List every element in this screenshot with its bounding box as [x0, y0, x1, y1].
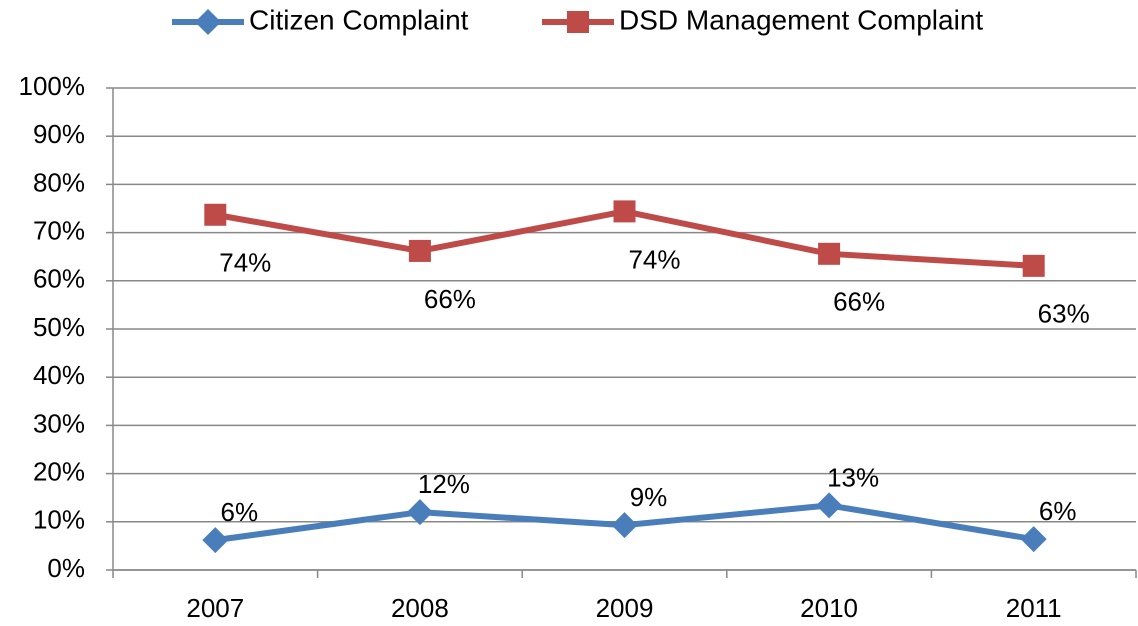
data-label: 9% — [630, 482, 668, 512]
marker — [613, 200, 636, 223]
data-label: 6% — [221, 497, 259, 527]
x-tick-label: 2008 — [391, 593, 449, 623]
x-tick-label: 2009 — [596, 593, 654, 623]
marker — [816, 492, 843, 519]
data-label: 66% — [833, 287, 885, 317]
y-tick-label: 90% — [33, 119, 85, 149]
marker — [204, 203, 227, 226]
marker — [202, 527, 229, 554]
data-label: 6% — [1039, 496, 1077, 526]
marker — [195, 9, 221, 35]
marker — [406, 499, 433, 526]
y-tick-label: 60% — [33, 264, 85, 294]
y-tick-label: 100% — [19, 71, 86, 101]
marker — [611, 512, 638, 539]
y-tick-label: 70% — [33, 215, 85, 245]
legend-label: DSD Management Complaint — [619, 4, 983, 35]
marker — [408, 239, 431, 262]
marker — [1020, 526, 1047, 553]
y-tick-label: 40% — [33, 360, 85, 390]
y-tick-label: 20% — [33, 456, 85, 486]
data-label: 12% — [418, 469, 470, 499]
y-tick-label: 30% — [33, 408, 85, 438]
x-tick-label: 2007 — [186, 593, 244, 623]
data-label: 13% — [827, 462, 879, 492]
x-tick-label: 2011 — [1006, 593, 1062, 623]
y-tick-label: 50% — [33, 312, 85, 342]
data-label: 74% — [219, 248, 271, 278]
y-tick-label: 80% — [33, 167, 85, 197]
data-label: 66% — [424, 284, 476, 314]
data-label: 63% — [1038, 299, 1090, 329]
y-tick-label: 10% — [33, 505, 85, 535]
data-label: 74% — [628, 244, 680, 274]
legend-label: Citizen Complaint — [249, 4, 469, 35]
x-tick-label: 2010 — [800, 593, 858, 623]
marker — [818, 242, 841, 265]
marker — [567, 11, 589, 33]
y-tick-label: 0% — [47, 553, 85, 583]
marker — [1022, 254, 1045, 277]
